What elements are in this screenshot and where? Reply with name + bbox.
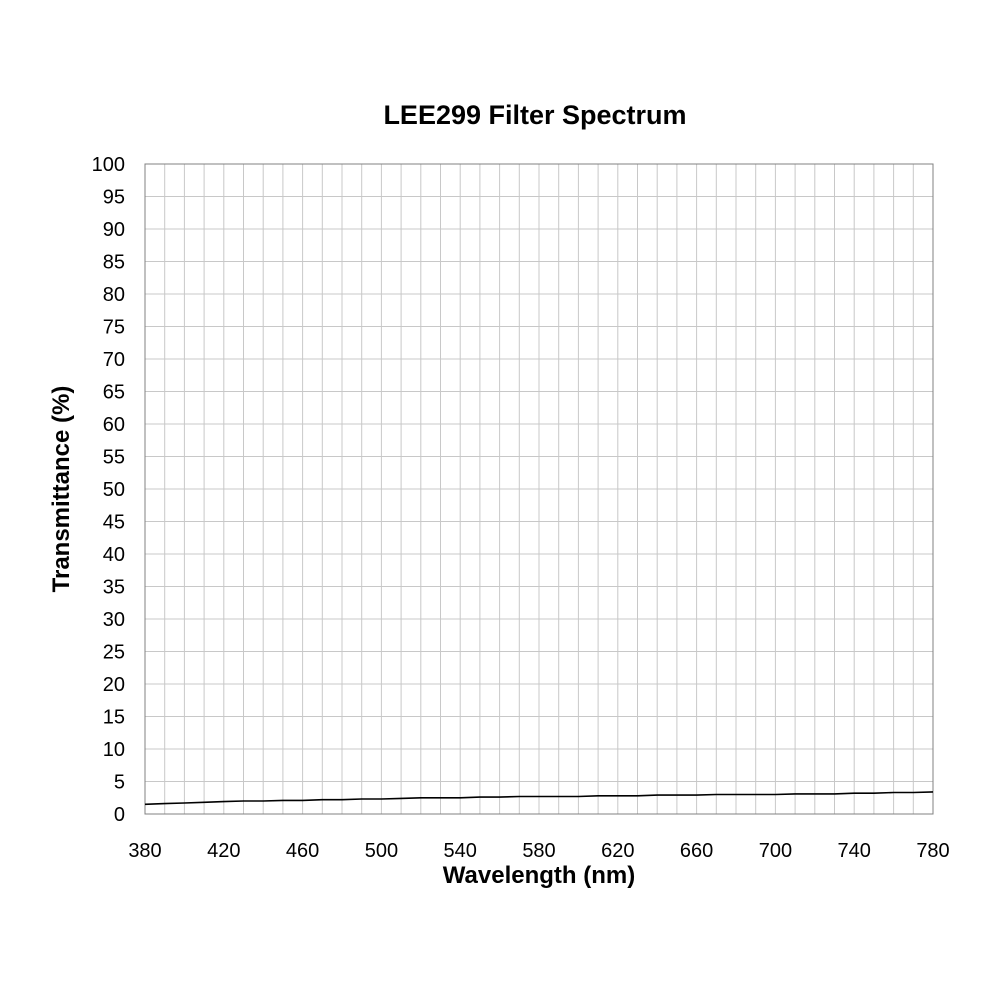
- x-tick-label: 740: [838, 840, 871, 862]
- chart-title: LEE299 Filter Spectrum: [383, 100, 687, 130]
- x-tick-label: 540: [444, 840, 477, 862]
- y-tick-label: 40: [103, 544, 125, 566]
- x-tick-label: 660: [680, 840, 713, 862]
- y-tick-label: 45: [103, 512, 125, 534]
- y-tick-label: 55: [103, 447, 125, 469]
- y-tick-label: 70: [103, 349, 125, 371]
- x-tick-label: 460: [286, 840, 319, 862]
- y-tick-label: 0: [114, 804, 125, 826]
- x-tick-label: 420: [207, 840, 240, 862]
- y-tick-label: 25: [103, 642, 125, 664]
- x-tick-label: 380: [128, 840, 161, 862]
- y-tick-label: 65: [103, 382, 125, 404]
- y-axis-label: Transmittance (%): [48, 385, 75, 593]
- y-tick-label: 95: [103, 187, 125, 209]
- y-tick-label: 50: [103, 479, 125, 501]
- y-tick-label: 35: [103, 577, 125, 599]
- y-tick-label: 75: [103, 317, 125, 339]
- y-tick-label: 90: [103, 219, 125, 241]
- y-tick-label: 100: [92, 154, 125, 176]
- y-tick-label: 80: [103, 284, 125, 306]
- x-tick-label: 700: [759, 840, 792, 862]
- plot-frame: [144, 163, 934, 815]
- y-tick-label: 30: [103, 609, 125, 631]
- y-tick-label: 15: [103, 707, 125, 729]
- x-tick-label: 500: [365, 840, 398, 862]
- x-tick-label: 780: [916, 840, 949, 862]
- y-tick-label: 85: [103, 252, 125, 274]
- x-tick-label: 620: [601, 840, 634, 862]
- y-tick-label: 10: [103, 739, 125, 761]
- x-axis-label: Wavelength (nm): [442, 862, 636, 889]
- y-tick-label: 20: [103, 674, 125, 696]
- y-tick-label: 5: [114, 772, 125, 794]
- series-line: [144, 791, 934, 806]
- x-tick-label: 580: [522, 840, 555, 862]
- y-tick-label: 60: [103, 414, 125, 436]
